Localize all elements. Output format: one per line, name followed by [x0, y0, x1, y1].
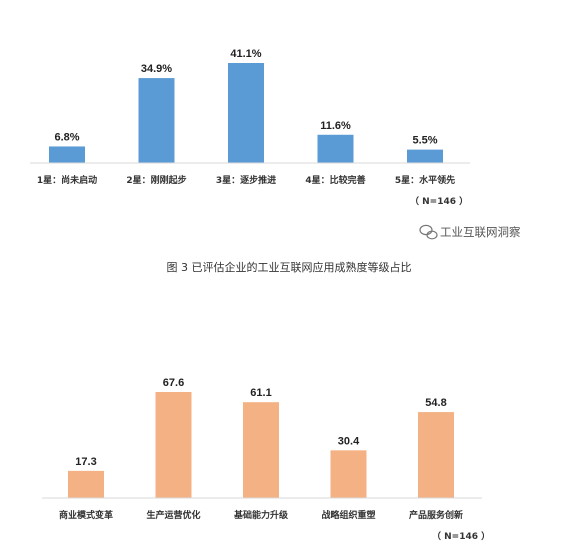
category-label: 生产运营优化 [146, 509, 200, 521]
bar-value-label: 5.5% [412, 135, 437, 147]
bar-value-label: 67.6 [163, 377, 184, 389]
bar [243, 402, 279, 498]
bar-value-label: 30.4 [338, 435, 360, 447]
transformation-chart-note: （ N=146 ） [432, 531, 490, 542]
bar [407, 149, 443, 163]
category-label: 3星：逐步推进 [216, 174, 276, 186]
category-label: 5星：水平领先 [395, 174, 455, 186]
figure-caption: 图 3 已评估企业的工业互联网应用成熟度等级占比 [167, 260, 412, 274]
wechat-icon [419, 224, 438, 240]
bar-value-label: 61.1 [250, 387, 271, 399]
transformation-chart: 17.3 商业模式变革 67.6 生产运营优化 61.1 基础能力升级 30.4 战略组织重塑… [59, 377, 463, 521]
category-label: 产品服务创新 [409, 509, 463, 521]
bar [228, 63, 264, 163]
bar-value-label: 34.9% [141, 63, 172, 75]
bar-value-label: 54.8 [425, 397, 446, 409]
bar-value-label: 6.8% [54, 131, 79, 143]
maturity-chart: 6.8% 1星：尚未启动 34.9% 2星：刚刚起步 41.1% 3星：逐步推进 11.6%… [37, 48, 455, 186]
bar [330, 450, 367, 498]
category-label: 2星：刚刚起步 [126, 174, 186, 186]
bar-value-label: 17.3 [75, 456, 96, 468]
maturity-chart-note: （ N=146 ） [410, 196, 468, 207]
bar [155, 392, 192, 498]
bar-value-label: 41.1% [230, 48, 261, 60]
bar [138, 78, 175, 163]
bar [49, 146, 85, 163]
watermark: 工业互联网洞察 [419, 224, 521, 240]
bar [317, 134, 354, 163]
category-label: 基础能力升级 [233, 509, 289, 521]
bar-value-label: 11.6% [320, 120, 351, 132]
category-label: 1星：尚未启动 [37, 174, 97, 186]
bar [68, 470, 104, 498]
category-label: 战略组织重塑 [321, 509, 375, 521]
bar [418, 412, 454, 498]
category-label: 商业模式变革 [59, 509, 113, 521]
watermark-text: 工业互联网洞察 [440, 225, 521, 239]
category-label: 4星：比较完善 [305, 174, 365, 186]
